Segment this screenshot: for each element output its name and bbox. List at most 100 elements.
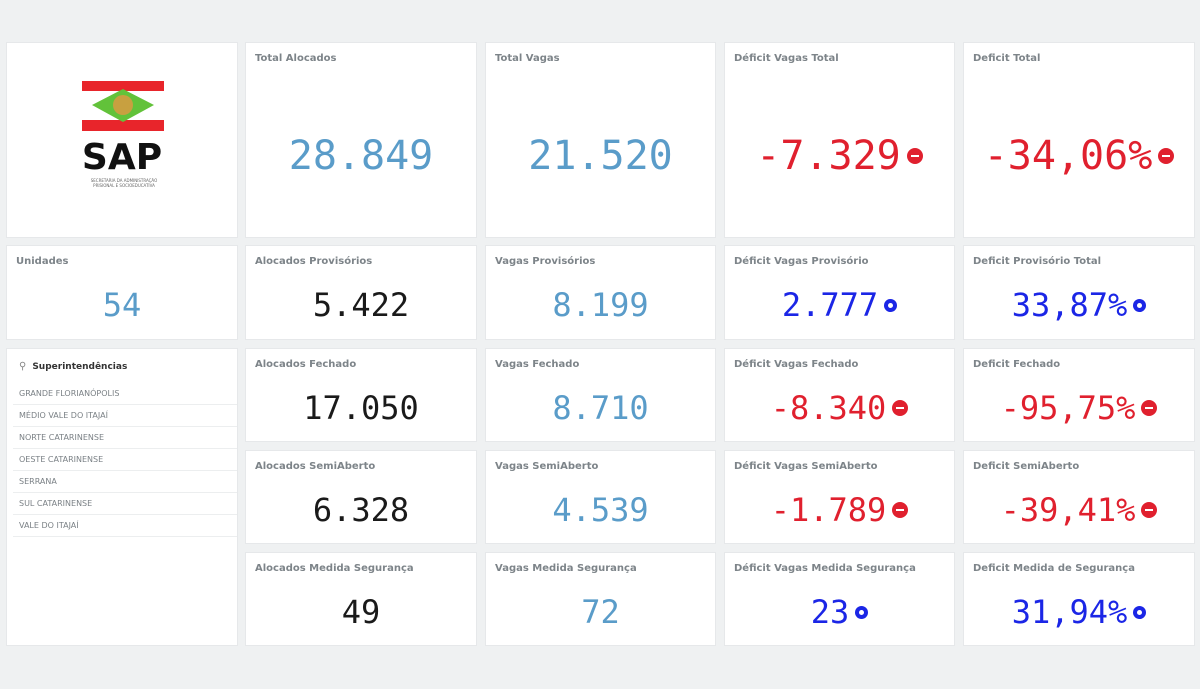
kpi-value-row: 33,87% xyxy=(964,286,1194,324)
superintendencias-filter: ⚲ Superintendências GRANDE FLORIANÓPOLIS… xyxy=(6,348,238,646)
positive-indicator-icon xyxy=(1133,605,1147,619)
kpi-value: 33,87% xyxy=(1011,286,1128,324)
kpi-value: 54 xyxy=(102,286,142,324)
negative-indicator-icon xyxy=(1158,148,1175,164)
kpi-card: Alocados Provisórios 5.422 xyxy=(245,245,477,340)
kpi-title: Deficit Total xyxy=(973,53,1041,64)
negative-indicator-icon xyxy=(892,400,909,416)
kpi-card: Alocados Fechado 17.050 xyxy=(245,348,477,442)
negative-indicator-icon xyxy=(906,148,923,164)
kpi-value: 8.710 xyxy=(552,389,649,427)
kpi-value: 49 xyxy=(341,593,381,631)
kpi-value-row: -95,75% xyxy=(964,389,1194,427)
kpi-title: Déficit Vagas Medida Segurança xyxy=(734,563,916,574)
kpi-value: -7.329 xyxy=(756,133,901,179)
sap-logo xyxy=(82,81,164,131)
kpi-title: Déficit Vagas Fechado xyxy=(734,359,859,370)
kpi-value: 31,94% xyxy=(1011,593,1128,631)
kpi-card: Déficit Vagas SemiAberto -1.789 xyxy=(724,450,955,544)
filter-item[interactable]: OESTE CATARINENSE xyxy=(13,449,237,471)
filter-item[interactable]: MÉDIO VALE DO ITAJAÍ xyxy=(13,405,237,427)
kpi-value: 2.777 xyxy=(781,286,879,324)
kpi-value: 17.050 xyxy=(303,389,419,427)
logo-card: SAP SECRETARIA DA ADMINISTRAÇÃO PRISIONA… xyxy=(6,42,238,238)
kpi-card: Vagas Fechado 8.710 xyxy=(485,348,716,442)
kpi-value-row: 72 xyxy=(486,593,715,631)
kpi-value: -8.340 xyxy=(770,389,887,427)
logo-subtitle: SECRETARIA DA ADMINISTRAÇÃO PRISIONAL E … xyxy=(90,178,158,188)
kpi-title: Deficit SemiAberto xyxy=(973,461,1080,472)
kpi-card: Déficit Vagas Medida Segurança 23 xyxy=(724,552,955,646)
negative-indicator-icon xyxy=(1141,502,1158,518)
kpi-card: Déficit Vagas Provisório 2.777 xyxy=(724,245,955,340)
kpi-card: Deficit Fechado -95,75% xyxy=(963,348,1195,442)
kpi-value-row: 28.849 xyxy=(246,133,476,179)
kpi-value-row: 49 xyxy=(246,593,476,631)
kpi-title: Alocados Fechado xyxy=(255,359,357,370)
kpi-title: Alocados SemiAberto xyxy=(255,461,376,472)
kpi-value-row: 8.199 xyxy=(486,286,715,324)
kpi-value-row: 5.422 xyxy=(246,286,476,324)
kpi-value: 21.520 xyxy=(528,133,673,179)
filter-item[interactable]: SERRANA xyxy=(13,471,237,493)
kpi-value-row: 17.050 xyxy=(246,389,476,427)
kpi-value-row: 8.710 xyxy=(486,389,715,427)
kpi-value-row: -39,41% xyxy=(964,491,1194,529)
kpi-value: 8.199 xyxy=(552,286,649,324)
kpi-value: -95,75% xyxy=(1000,389,1136,427)
unidades-card: Unidades 54 xyxy=(6,245,238,340)
kpi-title: Vagas Provisórios xyxy=(495,256,596,267)
kpi-card: Déficit Vagas Fechado -8.340 xyxy=(724,348,955,442)
positive-indicator-icon xyxy=(855,605,869,619)
kpi-value: -39,41% xyxy=(1000,491,1136,529)
filter-item[interactable]: NORTE CATARINENSE xyxy=(13,427,237,449)
kpi-value: 23 xyxy=(810,593,850,631)
kpi-value: 72 xyxy=(581,593,620,631)
kpi-value: 28.849 xyxy=(288,133,434,179)
kpi-title: Déficit Vagas SemiAberto xyxy=(734,461,878,472)
kpi-title: Vagas Medida Segurança xyxy=(495,563,637,574)
kpi-card: Vagas Provisórios 8.199 xyxy=(485,245,716,340)
kpi-title: Deficit Provisório Total xyxy=(973,256,1102,267)
kpi-card: Vagas Medida Segurança 72 xyxy=(485,552,716,646)
filter-item[interactable]: VALE DO ITAJAÍ xyxy=(13,515,237,537)
negative-indicator-icon xyxy=(892,502,909,518)
kpi-card: Total Vagas 21.520 xyxy=(485,42,716,238)
kpi-card: Alocados Medida Segurança 49 xyxy=(245,552,477,646)
filter-item[interactable]: GRANDE FLORIANÓPOLIS xyxy=(13,383,237,405)
kpi-title: Deficit Fechado xyxy=(973,359,1061,370)
kpi-card: Alocados SemiAberto 6.328 xyxy=(245,450,477,544)
kpi-value-row: 21.520 xyxy=(486,133,715,179)
kpi-card: Deficit Total -34,06% xyxy=(963,42,1195,238)
kpi-value: -1.789 xyxy=(770,491,887,529)
kpi-value-row: 31,94% xyxy=(964,593,1194,631)
filter-item[interactable]: SUL CATARINENSE xyxy=(13,493,237,515)
kpi-value-row: -7.329 xyxy=(725,133,954,179)
kpi-title: Vagas Fechado xyxy=(495,359,580,370)
kpi-title: Unidades xyxy=(16,256,69,267)
kpi-title: Déficit Vagas Total xyxy=(734,53,839,64)
kpi-value: 4.539 xyxy=(552,491,649,529)
kpi-value-row: 23 xyxy=(725,593,954,631)
kpi-value: -34,06% xyxy=(983,133,1153,179)
logo-text: SAP xyxy=(81,137,163,178)
kpi-title: Alocados Medida Segurança xyxy=(255,563,414,574)
filter-header[interactable]: ⚲ Superintendências xyxy=(19,361,127,372)
positive-indicator-icon xyxy=(1133,298,1147,312)
kpi-value-row: 4.539 xyxy=(486,491,715,529)
kpi-card: Vagas SemiAberto 4.539 xyxy=(485,450,716,544)
kpi-card: Deficit Provisório Total 33,87% xyxy=(963,245,1195,340)
kpi-value-row: 6.328 xyxy=(246,491,476,529)
search-icon: ⚲ xyxy=(19,361,27,372)
negative-indicator-icon xyxy=(1141,400,1158,416)
kpi-value-row: -8.340 xyxy=(725,389,954,427)
kpi-title: Vagas SemiAberto xyxy=(495,461,599,472)
kpi-value-row: -34,06% xyxy=(964,133,1194,179)
kpi-value: 6.328 xyxy=(312,491,410,529)
kpi-card: Déficit Vagas Total -7.329 xyxy=(724,42,955,238)
kpi-title: Deficit Medida de Segurança xyxy=(973,563,1135,574)
filter-title: Superintendências xyxy=(32,361,128,372)
kpi-value-row: 2.777 xyxy=(725,286,954,324)
kpi-title: Alocados Provisórios xyxy=(255,256,373,267)
kpi-card: Total Alocados 28.849 xyxy=(245,42,477,238)
